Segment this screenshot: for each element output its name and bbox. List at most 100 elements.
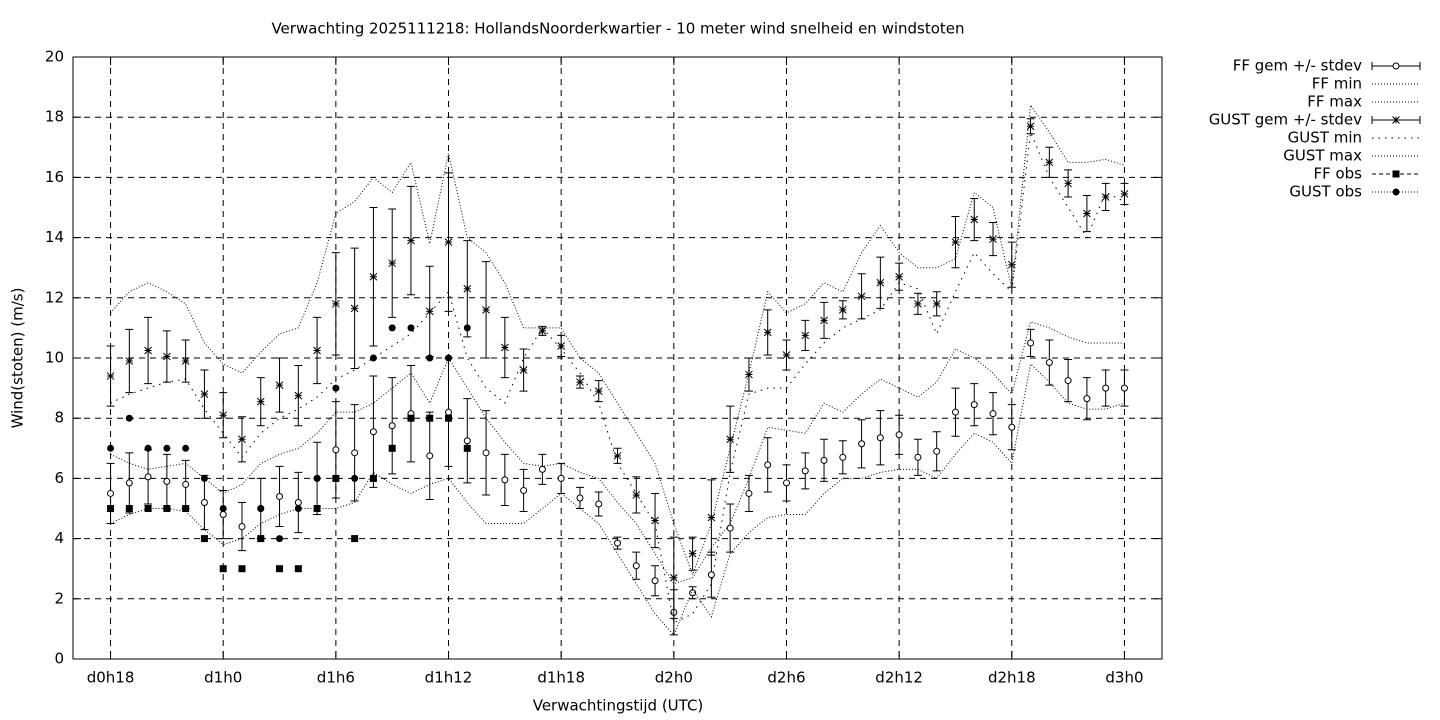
marker bbox=[820, 456, 828, 464]
marker bbox=[951, 408, 959, 416]
legend-marker bbox=[1392, 188, 1400, 196]
marker bbox=[125, 414, 133, 422]
y-tick-label: 16 bbox=[45, 168, 64, 186]
y-axis-label: Wind(stoten) (m/s) bbox=[9, 288, 27, 429]
marker bbox=[858, 440, 866, 448]
marker bbox=[651, 577, 659, 585]
marker bbox=[632, 562, 640, 570]
marker bbox=[125, 505, 133, 512]
marker bbox=[895, 431, 903, 439]
y-tick-label: 14 bbox=[45, 228, 64, 246]
marker bbox=[144, 473, 152, 481]
marker bbox=[726, 435, 735, 444]
marker bbox=[857, 292, 866, 301]
marker bbox=[970, 401, 978, 409]
marker bbox=[876, 278, 885, 287]
x-tick-label: d2h0 bbox=[655, 669, 693, 687]
marker bbox=[332, 384, 340, 392]
y-tick-label: 20 bbox=[45, 48, 64, 66]
marker bbox=[500, 343, 509, 352]
legend-label: FF max bbox=[1307, 93, 1362, 111]
x-tick-label: d1h6 bbox=[317, 669, 355, 687]
marker bbox=[219, 411, 228, 420]
series-line bbox=[110, 363, 1125, 636]
marker bbox=[707, 513, 716, 522]
marker bbox=[707, 571, 715, 579]
marker bbox=[369, 428, 377, 436]
marker bbox=[801, 331, 810, 340]
marker bbox=[107, 489, 115, 497]
marker bbox=[313, 346, 321, 355]
marker bbox=[594, 387, 603, 395]
marker bbox=[782, 351, 791, 359]
marker bbox=[745, 370, 753, 379]
marker bbox=[276, 492, 284, 500]
marker bbox=[1102, 384, 1110, 392]
x-tick-label: d2h18 bbox=[988, 669, 1036, 687]
marker bbox=[632, 491, 641, 499]
marker bbox=[989, 410, 997, 418]
marker bbox=[1045, 359, 1053, 367]
marker bbox=[219, 505, 227, 512]
marker bbox=[745, 489, 753, 497]
y-tick-label: 12 bbox=[45, 288, 64, 306]
marker bbox=[838, 305, 847, 314]
marker bbox=[445, 354, 453, 362]
marker bbox=[219, 511, 227, 519]
marker bbox=[294, 565, 302, 573]
marker bbox=[200, 535, 208, 543]
y-tick-label: 10 bbox=[45, 349, 64, 367]
marker bbox=[238, 435, 246, 444]
marker bbox=[482, 305, 490, 314]
marker bbox=[163, 444, 171, 452]
marker bbox=[332, 446, 340, 454]
marker bbox=[388, 324, 396, 332]
marker bbox=[651, 516, 659, 525]
y-tick-label: 6 bbox=[54, 469, 64, 487]
x-tick-label: d3h0 bbox=[1105, 669, 1143, 687]
marker bbox=[576, 378, 584, 386]
marker bbox=[332, 299, 340, 308]
marker bbox=[763, 328, 772, 337]
marker bbox=[1064, 377, 1072, 385]
marker bbox=[519, 366, 528, 374]
marker bbox=[613, 451, 622, 460]
marker bbox=[520, 486, 528, 494]
marker bbox=[444, 238, 453, 246]
marker bbox=[538, 465, 546, 473]
marker bbox=[107, 444, 115, 452]
marker bbox=[1008, 423, 1016, 431]
marker bbox=[238, 523, 246, 531]
marker bbox=[1101, 193, 1110, 201]
legend-label: GUST max bbox=[1283, 147, 1362, 165]
marker bbox=[388, 259, 397, 268]
marker bbox=[876, 434, 884, 442]
marker bbox=[313, 505, 321, 512]
marker bbox=[163, 505, 171, 512]
legend-label: FF obs bbox=[1313, 165, 1362, 183]
marker bbox=[388, 444, 396, 452]
x-tick-label: d2h12 bbox=[875, 669, 923, 687]
x-tick-label: d2h6 bbox=[767, 669, 805, 687]
marker bbox=[200, 474, 208, 482]
legend-label: GUST obs bbox=[1289, 183, 1362, 201]
legend-label: GUST gem +/- stdev bbox=[1209, 111, 1362, 129]
y-tick-label: 4 bbox=[54, 529, 64, 547]
marker bbox=[839, 453, 847, 461]
marker bbox=[107, 505, 115, 512]
marker bbox=[1083, 395, 1091, 403]
marker bbox=[125, 357, 134, 365]
marker bbox=[801, 467, 809, 475]
marker bbox=[257, 505, 265, 512]
marker bbox=[144, 505, 152, 512]
marker bbox=[614, 539, 621, 547]
marker bbox=[200, 498, 208, 506]
marker bbox=[369, 354, 377, 362]
marker bbox=[557, 474, 565, 482]
marker bbox=[369, 272, 378, 281]
marker bbox=[914, 299, 922, 308]
marker bbox=[351, 535, 359, 543]
marker bbox=[445, 408, 453, 416]
